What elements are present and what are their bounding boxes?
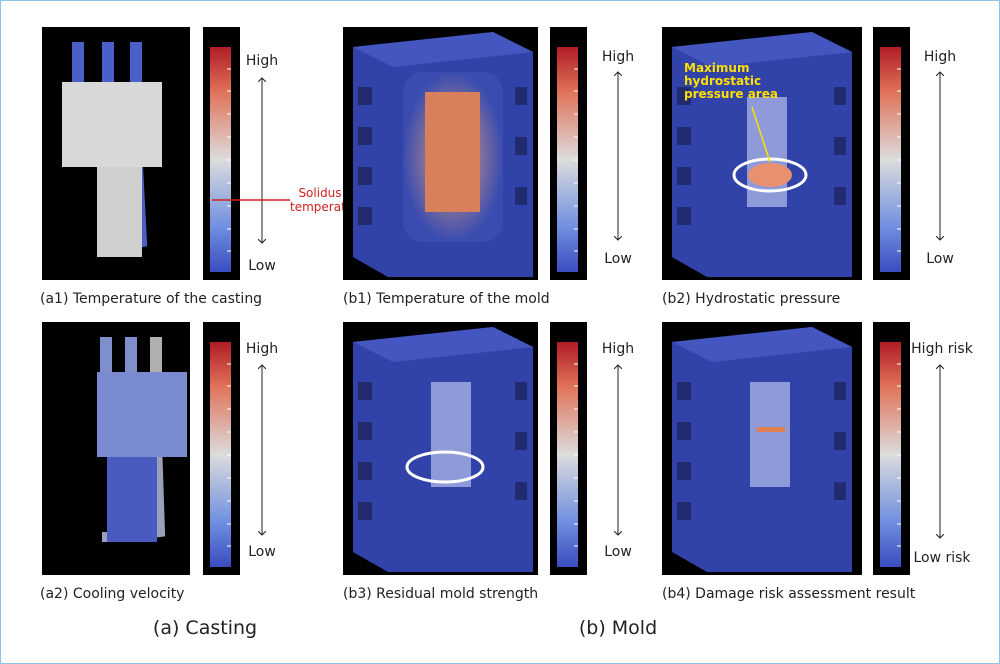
- color-bar: [203, 322, 240, 575]
- caption: (b2) Hydrostatic pressure: [662, 291, 840, 307]
- high-label: High risk: [911, 341, 974, 357]
- mold-image: [662, 322, 862, 575]
- low-label: Low: [604, 251, 632, 267]
- color-bar: [550, 322, 587, 575]
- low-label: Low: [604, 544, 632, 560]
- color-bar: [873, 322, 910, 575]
- caption: (b1) Temperature of the mold: [343, 291, 550, 307]
- low-label: Low: [926, 251, 954, 267]
- caption: (a1) Temperature of the casting: [40, 291, 262, 307]
- figure: Solidus temperature High Low (a1) Temper…: [0, 0, 1000, 664]
- color-bar: [873, 27, 910, 280]
- color-bar: [203, 27, 240, 280]
- casting-image: [42, 322, 190, 575]
- caption: (b3) Residual mold strength: [343, 586, 538, 602]
- high-label: High: [602, 49, 634, 65]
- high-label: High: [924, 49, 956, 65]
- group-label: (b) Mold: [579, 617, 657, 639]
- casting-image: [42, 27, 190, 280]
- color-bar: [550, 27, 587, 280]
- annotation: Maximum hydrostatic pressure area: [684, 62, 814, 101]
- group-label: (a) Casting: [153, 617, 257, 639]
- low-label: Low: [248, 258, 276, 274]
- annotation: Solidus temperature: [290, 186, 350, 214]
- caption: (a2) Cooling velocity: [40, 586, 184, 602]
- mold-image: [343, 322, 538, 575]
- low-label: Low: [248, 544, 276, 560]
- high-label: High: [246, 53, 278, 69]
- annotation-box: Maximum hydrostatic pressure area: [684, 62, 814, 112]
- annotation-box: Solidus temperature: [290, 186, 350, 226]
- caption: (b4) Damage risk assessment result: [662, 586, 916, 602]
- mold-image: [343, 27, 538, 280]
- high-label: High: [246, 341, 278, 357]
- figure-canvas: Solidus temperature High Low (a1) Temper…: [0, 0, 1000, 664]
- high-label: High: [602, 341, 634, 357]
- low-label: Low risk: [913, 550, 971, 566]
